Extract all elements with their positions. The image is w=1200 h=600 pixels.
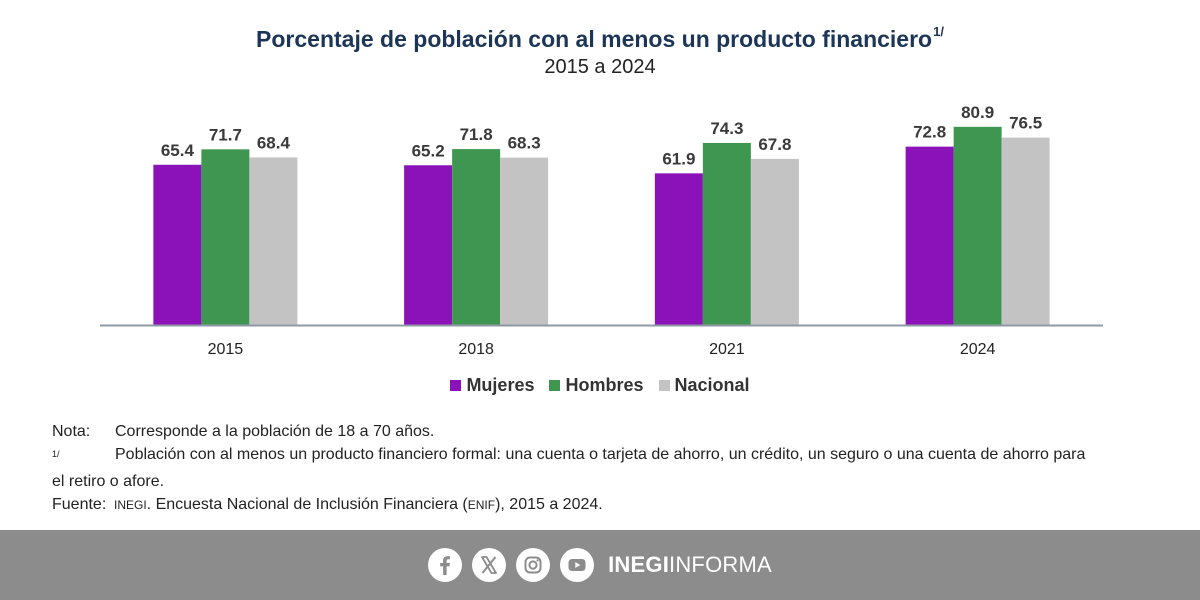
legend-item-nacional: Nacional — [658, 375, 750, 396]
legend: Mujeres Hombres Nacional — [0, 375, 1200, 396]
data-label-hombres-2021: 74.3 — [710, 119, 743, 138]
title-footnote-marker: 1/ — [933, 24, 944, 39]
footnote-row: 1/ Población con al menos un producto fi… — [52, 443, 1152, 470]
data-label-mujeres-2024: 72.8 — [913, 123, 946, 142]
data-label-mujeres-2021: 61.9 — [662, 149, 695, 168]
social-links: INEGIINFORMA — [428, 548, 772, 582]
data-label-mujeres-2015: 65.4 — [161, 141, 195, 160]
nota-text: Corresponde a la población de 18 a 70 añ… — [115, 423, 435, 440]
bar-mujeres-2021 — [654, 173, 703, 325]
footnote-text-continued: el retiro o afore. — [52, 473, 165, 491]
notes: Nota: Corresponde a la población de 18 a… — [52, 420, 1152, 517]
bar-mujeres-2015 — [153, 164, 202, 325]
bar-mujeres-2018 — [404, 165, 453, 325]
bar-chart: 65.4 71.7 68.4 2015 65.2 71.8 68.3 2018 61.9 74.3… — [100, 103, 1103, 358]
nota-label: Nota: — [52, 423, 91, 440]
bar-mujeres-2024 — [905, 146, 954, 325]
legend-item-hombres: Hombres — [549, 375, 644, 396]
data-label-nacional-2018: 68.3 — [508, 134, 541, 153]
fuente-text: INEGI. Encuesta Nacional de Inclusión Fi… — [114, 496, 603, 514]
x-icon[interactable] — [472, 548, 507, 582]
chart-title: Porcentaje de población con al menos un … — [256, 24, 944, 52]
bar-hombres-2018 — [452, 149, 501, 325]
footnote-text: Población con al menos un producto finan… — [115, 446, 1086, 463]
legend-item-mujeres: Mujeres — [450, 375, 534, 396]
bar-hombres-2021 — [702, 142, 751, 325]
legend-label-hombres: Hombres — [565, 375, 644, 395]
footnote-label: 1/ — [52, 449, 60, 459]
fuente-label: Fuente: — [52, 496, 107, 514]
bar-hombres-2024 — [953, 126, 1002, 325]
bar-hombres-2015 — [201, 149, 250, 325]
youtube-icon[interactable] — [560, 548, 595, 582]
legend-swatch-hombres — [549, 380, 561, 391]
title-block: Porcentaje de población con al menos un … — [0, 18, 1200, 79]
bar-nacional-2015 — [249, 157, 298, 325]
data-label-hombres-2015: 71.7 — [209, 125, 242, 144]
data-label-nacional-2024: 76.5 — [1009, 114, 1042, 133]
bar-nacional-2018 — [500, 157, 549, 325]
legend-label-nacional: Nacional — [674, 375, 750, 395]
chart-subtitle: 2015 a 2024 — [544, 56, 656, 78]
legend-swatch-mujeres — [450, 380, 462, 391]
legend-label-mujeres: Mujeres — [466, 375, 535, 395]
note-row: Nota: Corresponde a la población de 18 a… — [52, 420, 1152, 443]
bar-nacional-2024 — [1001, 137, 1050, 325]
instagram-icon[interactable] — [516, 548, 551, 582]
facebook-icon[interactable] — [428, 548, 463, 582]
brand-logo-text: INEGIINFORMA — [608, 552, 772, 577]
data-label-hombres-2018: 71.8 — [460, 125, 493, 144]
x-tick-label-2024: 2024 — [960, 341, 996, 358]
legend-swatch-nacional — [658, 380, 670, 391]
data-label-hombres-2024: 80.9 — [961, 103, 994, 122]
x-tick-label-2021: 2021 — [709, 341, 745, 358]
data-label-nacional-2021: 67.8 — [758, 135, 791, 154]
fuente-row: Fuente: INEGI. Encuesta Nacional de Incl… — [52, 493, 1152, 517]
x-tick-label-2015: 2015 — [208, 341, 244, 358]
x-tick-label-2018: 2018 — [458, 341, 494, 358]
footer-bar: INEGIINFORMA — [0, 530, 1200, 600]
data-label-mujeres-2018: 65.2 — [412, 141, 445, 160]
data-label-nacional-2015: 68.4 — [257, 133, 291, 152]
bar-nacional-2021 — [750, 158, 799, 325]
